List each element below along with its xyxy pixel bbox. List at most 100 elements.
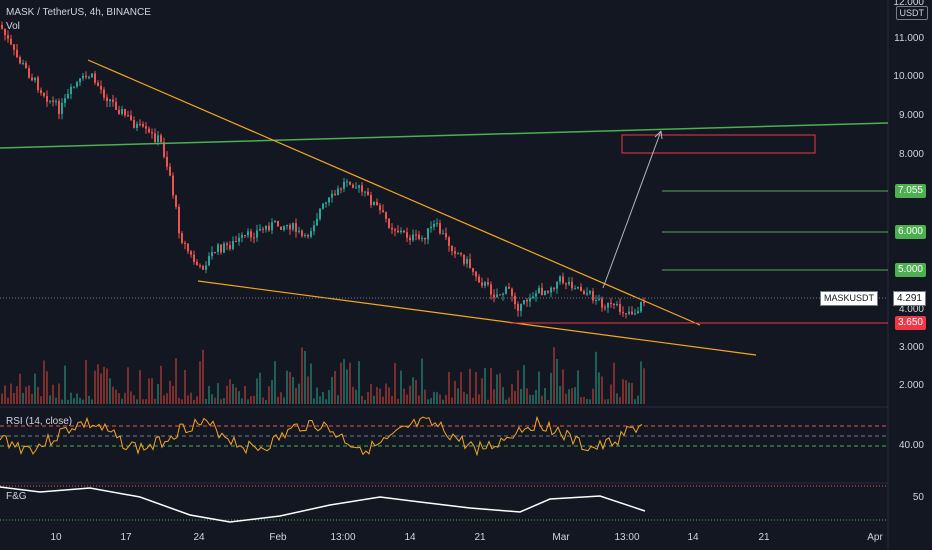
candle-body (10, 38, 12, 45)
volume-bar (298, 383, 300, 404)
candle-body (514, 295, 516, 305)
volume-bar (571, 388, 573, 404)
volume-bar (169, 380, 171, 404)
volume-bar (355, 389, 357, 404)
volume-bar (151, 378, 153, 404)
candle-body (208, 256, 210, 266)
projection-arrow (602, 130, 662, 289)
volume-bar (559, 386, 561, 404)
volume-bar (583, 397, 585, 404)
candle-body (55, 101, 57, 103)
volume-bar (292, 377, 294, 404)
candle-body (232, 241, 234, 249)
candle-body (622, 312, 624, 314)
candle-body (592, 291, 594, 301)
volume-bar (511, 384, 513, 404)
candle-body (619, 304, 621, 313)
volume-bar (319, 396, 321, 404)
time-axis-label: Feb (269, 532, 287, 543)
volume-bar (259, 372, 261, 404)
candle-body (25, 62, 27, 69)
candle-body (610, 302, 612, 305)
volume-bar (394, 363, 396, 404)
volume-bar (73, 398, 75, 404)
candle-body (223, 243, 225, 253)
volume-bar (289, 371, 291, 404)
candle-body (271, 222, 273, 231)
candle-body (256, 230, 258, 238)
time-axis-label: Mar (552, 532, 570, 543)
volume-bar (7, 397, 9, 404)
fg-label: F&G (6, 491, 27, 502)
candle-body (373, 201, 375, 206)
candle-body (574, 288, 576, 290)
volume-bar (457, 388, 459, 404)
candle-body (586, 293, 588, 295)
candle-body (265, 225, 267, 230)
candle-body (310, 231, 312, 237)
candle-body (550, 287, 552, 293)
volume-bar (556, 358, 558, 404)
volume-bar (466, 394, 468, 404)
volume-bar (427, 399, 429, 404)
time-axis-label: 13:00 (330, 532, 356, 543)
volume-bar (109, 378, 111, 404)
candle-body (313, 225, 315, 232)
volume-bar (370, 383, 372, 404)
volume-bar (304, 351, 306, 404)
candle-body (520, 303, 522, 311)
volume-bar (235, 387, 237, 404)
volume-bar (352, 386, 354, 404)
candle-body (88, 77, 90, 79)
volume-bar (538, 371, 540, 404)
candle-body (445, 233, 447, 238)
volume-bar (475, 371, 477, 404)
candle-body (4, 28, 6, 36)
volume-bar (526, 388, 528, 404)
candle-body (19, 57, 21, 64)
volume-bar (190, 392, 192, 404)
volume-bar (286, 370, 288, 404)
candle-body (274, 220, 276, 223)
candle-body (568, 281, 570, 285)
volume-bar (166, 393, 168, 404)
candle-body (463, 254, 465, 264)
volume-bar (637, 395, 639, 404)
candle-body (202, 265, 204, 270)
candle-body (607, 302, 609, 308)
volume-bar (463, 391, 465, 404)
volume-bar (469, 368, 471, 404)
volume-bar (157, 384, 159, 404)
volume-bar (163, 395, 165, 404)
candle-body (475, 271, 477, 277)
candle-body (526, 300, 528, 302)
volume-bar (178, 397, 180, 404)
volume-bar (184, 369, 186, 404)
volume-bar (280, 392, 282, 404)
candle-body (7, 35, 9, 39)
candle-body (277, 220, 279, 227)
volume-bar (547, 399, 549, 404)
candle-body (457, 253, 459, 255)
volume-bar (490, 367, 492, 404)
volume-bar (541, 395, 543, 404)
volume-bar (361, 395, 363, 404)
candle-body (535, 293, 537, 297)
candle-body (295, 223, 297, 232)
volume-bar (181, 399, 183, 404)
projection-arrow-head (654, 130, 663, 140)
candle-body (571, 281, 573, 289)
volume-bar (505, 399, 507, 404)
candle-body (406, 232, 408, 238)
candle-body (340, 188, 342, 190)
candle-body (193, 254, 195, 262)
volume-bar (118, 393, 120, 404)
volume-bar (418, 395, 420, 404)
volume-bar (142, 399, 144, 404)
candle-body (178, 206, 180, 234)
volume-bar (85, 359, 87, 404)
volume-bar (322, 391, 324, 404)
volume-bar (343, 359, 345, 404)
currency-button[interactable]: USDT (895, 6, 928, 20)
